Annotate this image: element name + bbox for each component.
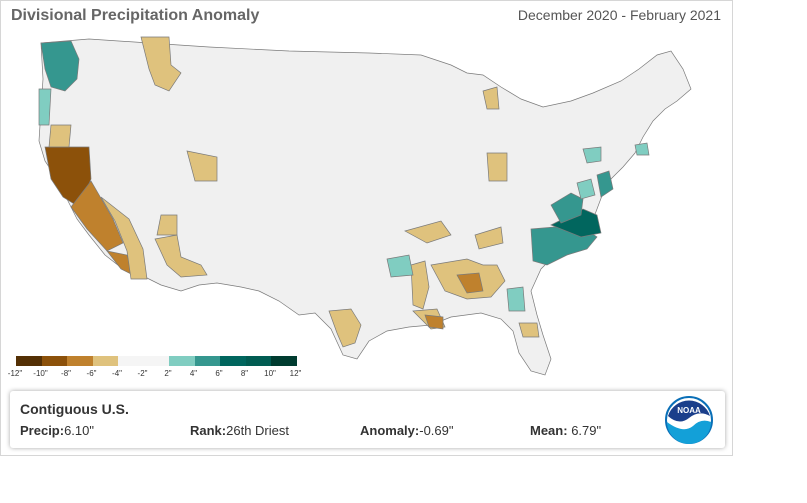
us-division-map[interactable]: [31, 29, 711, 389]
legend-swatch: [245, 356, 271, 366]
division-or-southwest[interactable]: [48, 124, 72, 148]
division-al-north[interactable]: [456, 272, 484, 294]
noaa-logo-text: NOAA: [677, 406, 701, 415]
legend: -12" -10" -8" -6" -4" -2" 2" 4" 6" 8" 10" 12": [8, 355, 302, 381]
legend-tick-label: 4": [189, 369, 198, 378]
legend-tick-label: -6": [86, 369, 97, 378]
legend-tick-label: -12": [7, 369, 23, 378]
noaa-logo[interactable]: NOAA: [665, 396, 713, 444]
division-ar-ok[interactable]: [386, 254, 414, 278]
legend-tick-label: -2": [137, 369, 148, 378]
legend-tick-label: -4": [112, 369, 122, 378]
legend-tick-label: 8": [240, 369, 249, 378]
precip-stat: Precip:6.10": [20, 423, 94, 438]
division-id-east[interactable]: [186, 150, 218, 182]
legend-color-bar: [15, 355, 298, 367]
division-md-east[interactable]: [576, 178, 596, 200]
legend-tick-label: -10": [33, 369, 48, 378]
division-ca-desert[interactable]: [100, 196, 148, 280]
precip-value: 6.10": [64, 423, 94, 438]
division-va-west[interactable]: [550, 192, 584, 224]
legend-tick-label: 6": [215, 369, 223, 378]
division-ca-central[interactable]: [70, 180, 124, 252]
conus-outline: [38, 38, 692, 376]
legend-tick-labels: -12" -10" -8" -6" -4" -2" 2" 4" 6" 8" 10" 12": [8, 369, 302, 381]
division-ga-south[interactable]: [518, 322, 540, 338]
division-wa-west[interactable]: [40, 40, 80, 92]
division-mi-north[interactable]: [482, 86, 500, 110]
division-ma-south[interactable]: [634, 142, 650, 156]
legend-swatch: [118, 356, 144, 366]
rank-label: Rank:: [190, 423, 227, 438]
legend-swatch: [169, 356, 195, 366]
anomaly-value: -0.69": [419, 423, 454, 438]
legend-tick-label: 2": [164, 369, 172, 378]
division-la-south[interactable]: [424, 314, 444, 330]
division-pa-ne[interactable]: [582, 146, 602, 164]
legend-swatch: [67, 356, 93, 366]
period-label: December 2020 - February 2021: [517, 7, 721, 23]
legend-swatch: [143, 356, 169, 366]
legend-swatch: [220, 356, 246, 366]
anomaly-label: Anomaly:: [360, 423, 420, 438]
stats-box: Contiguous U.S. Precip:6.10" Rank:26th D…: [10, 391, 725, 448]
division-in-central[interactable]: [486, 152, 508, 182]
anomaly-stat: Anomaly:-0.69": [360, 423, 453, 438]
division-tn-east[interactable]: [474, 226, 504, 250]
mean-label: Mean:: [530, 423, 568, 438]
legend-tick-label: -8": [61, 369, 71, 378]
legend-swatch: [41, 356, 67, 366]
division-ky-west[interactable]: [404, 220, 452, 244]
legend-tick-label: 12": [289, 369, 302, 378]
rank-stat: Rank:26th Driest: [190, 423, 289, 438]
division-tx-west[interactable]: [328, 308, 362, 348]
legend-swatch: [92, 356, 118, 366]
rank-value: 26th Driest: [226, 423, 289, 438]
mean-stat: Mean: 6.79": [530, 423, 601, 438]
map-panel: Divisional Precipitation Anomaly Decembe…: [0, 0, 733, 456]
division-wa-coast[interactable]: [38, 88, 52, 126]
division-nv-east[interactable]: [156, 214, 178, 236]
legend-swatch: [16, 356, 42, 366]
map-title: Divisional Precipitation Anomaly: [11, 7, 260, 24]
mean-value: 6.79": [571, 423, 602, 438]
precip-label: Precip:: [20, 423, 65, 438]
division-az-west[interactable]: [154, 234, 208, 278]
region-name: Contiguous U.S.: [20, 401, 129, 417]
division-ga-north[interactable]: [506, 286, 526, 312]
legend-tick-label: 10": [264, 369, 276, 378]
division-ar-ms[interactable]: [410, 260, 430, 310]
division-nj-east[interactable]: [596, 170, 614, 198]
division-mt-west[interactable]: [140, 36, 182, 92]
legend-swatch: [194, 356, 220, 366]
legend-swatch: [271, 356, 297, 366]
